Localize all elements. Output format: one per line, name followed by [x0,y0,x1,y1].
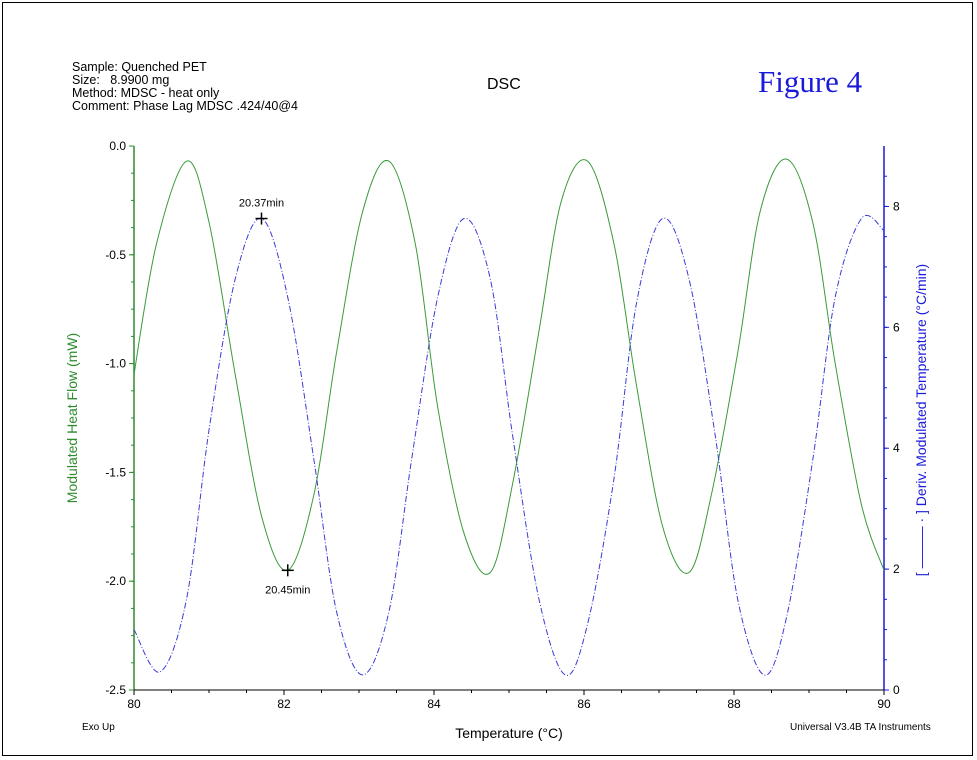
y-right-tick-label: 4 [893,441,900,455]
deriv-temp-point [763,674,764,675]
y-left-tick-label: -1.5 [105,465,126,479]
software-credit: Universal V3.4B TA Instruments [790,722,931,733]
deriv-temp-point [587,623,588,624]
heat-flow-line [133,158,885,575]
x-tick-label: 80 [127,697,141,711]
comment-line: Comment: Phase Lag MDSC .424/40@4 [72,99,298,113]
y-left-tick-label: -2.5 [105,683,126,697]
y-right-tick-label: 8 [893,199,900,213]
y-right-tick-label: 2 [893,562,900,576]
y-right-axis-label: [ ——— · ] Deriv. Modulated Temperature (… [913,264,929,576]
annotation-label: 20.45min [265,584,310,596]
x-tick-label: 88 [727,697,741,711]
sample-line: Sample: Quenched PET [72,60,207,74]
y-left-tick-label: -1.0 [105,357,126,371]
y-right-tick-label: 0 [893,683,900,697]
exo-up-label: Exo Up [82,722,115,733]
size-line: Size: 8.9900 mg [72,73,170,87]
x-tick-label: 86 [577,697,591,711]
y-left-axis-label: Modulated Heat Flow (mW) [64,333,80,503]
y-left-tick-label: -2.0 [105,574,126,588]
method-line: Method: MDSC - heat only [72,86,220,100]
x-tick-label: 84 [427,697,441,711]
chart-title: DSC [487,76,521,93]
deriv-temp-point [835,297,836,298]
deriv-temp-line [133,214,885,676]
y-left-tick-label: -0.5 [105,248,126,262]
x-tick-label: 82 [277,697,291,711]
deriv-temp-point [388,611,389,612]
x-tick-label: 90 [877,697,891,711]
deriv-temp-point [812,460,813,461]
y-left-tick-label: 0.0 [109,139,126,153]
annotation-label: 20.37min [239,198,284,210]
x-axis-label: Temperature (°C) [455,725,563,741]
figure-label: Figure 4 [758,64,863,99]
y-right-tick-label: 6 [893,320,900,334]
